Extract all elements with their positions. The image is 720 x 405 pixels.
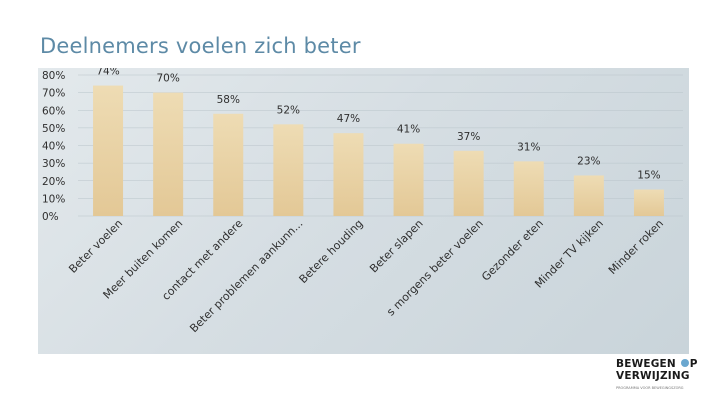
- y-tick-label: 40%: [42, 141, 65, 153]
- y-tick-label: 80%: [42, 70, 65, 82]
- logo-word-verwijzing: VERWIJZING: [616, 370, 690, 382]
- x-category-label: Gezonder eten: [479, 217, 546, 284]
- brand-logo: BEWEGEN P VERWIJZING PROGRAMMA VOOR BEWE…: [616, 358, 706, 400]
- y-tick-label: 20%: [42, 176, 65, 188]
- y-tick-label: 60%: [42, 105, 65, 117]
- x-category-label: Betere houding: [297, 217, 366, 286]
- data-label: 47%: [337, 113, 360, 125]
- bar: [513, 161, 544, 216]
- y-tick-label: 50%: [42, 123, 65, 135]
- data-label: 58%: [217, 94, 240, 106]
- data-label: 31%: [517, 141, 540, 153]
- data-label: 70%: [156, 73, 179, 85]
- bar: [453, 150, 484, 216]
- chart-panel: 0% 10% 20% 30% 40% 50% 60% 70% 80% 74% 70% 58% 52% 4…: [38, 68, 689, 354]
- x-category-label: Minder roken: [606, 217, 666, 277]
- data-label: 74%: [96, 68, 119, 78]
- x-category-label: Beter voelen: [66, 217, 125, 276]
- bar: [573, 175, 604, 216]
- logo-tagline: PROGRAMMA VOOR BEWEGINGSZORG: [616, 386, 684, 390]
- y-tick-label: 10%: [42, 193, 65, 205]
- bar: [153, 92, 184, 216]
- bar-chart: 0% 10% 20% 30% 40% 50% 60% 70% 80% 74% 70% 58% 52% 4…: [42, 68, 683, 335]
- data-label: 37%: [457, 131, 480, 143]
- bar: [393, 143, 424, 216]
- logo-word-op: P: [689, 358, 698, 370]
- logo-dot-icon: [680, 359, 689, 367]
- y-tick-label: 0%: [42, 211, 59, 223]
- bar: [633, 189, 664, 216]
- bar: [333, 133, 364, 216]
- x-category-label: Beter problemen aankunn...: [187, 217, 305, 335]
- data-label: 15%: [637, 170, 660, 182]
- bar: [93, 85, 124, 216]
- data-label: 52%: [277, 104, 300, 116]
- bar: [273, 124, 304, 216]
- chart-title: Deelnemers voelen zich beter: [40, 34, 361, 58]
- x-category-label: Beter slapen: [367, 217, 425, 275]
- x-category-label: s morgens beter voelen: [384, 217, 486, 319]
- y-tick-label: 70%: [42, 88, 65, 100]
- bar: [213, 113, 244, 216]
- y-tick-label: 30%: [42, 158, 65, 170]
- data-label: 23%: [577, 155, 600, 167]
- data-label: 41%: [397, 124, 420, 136]
- logo-word-bewegen: BEWEGEN: [616, 358, 676, 370]
